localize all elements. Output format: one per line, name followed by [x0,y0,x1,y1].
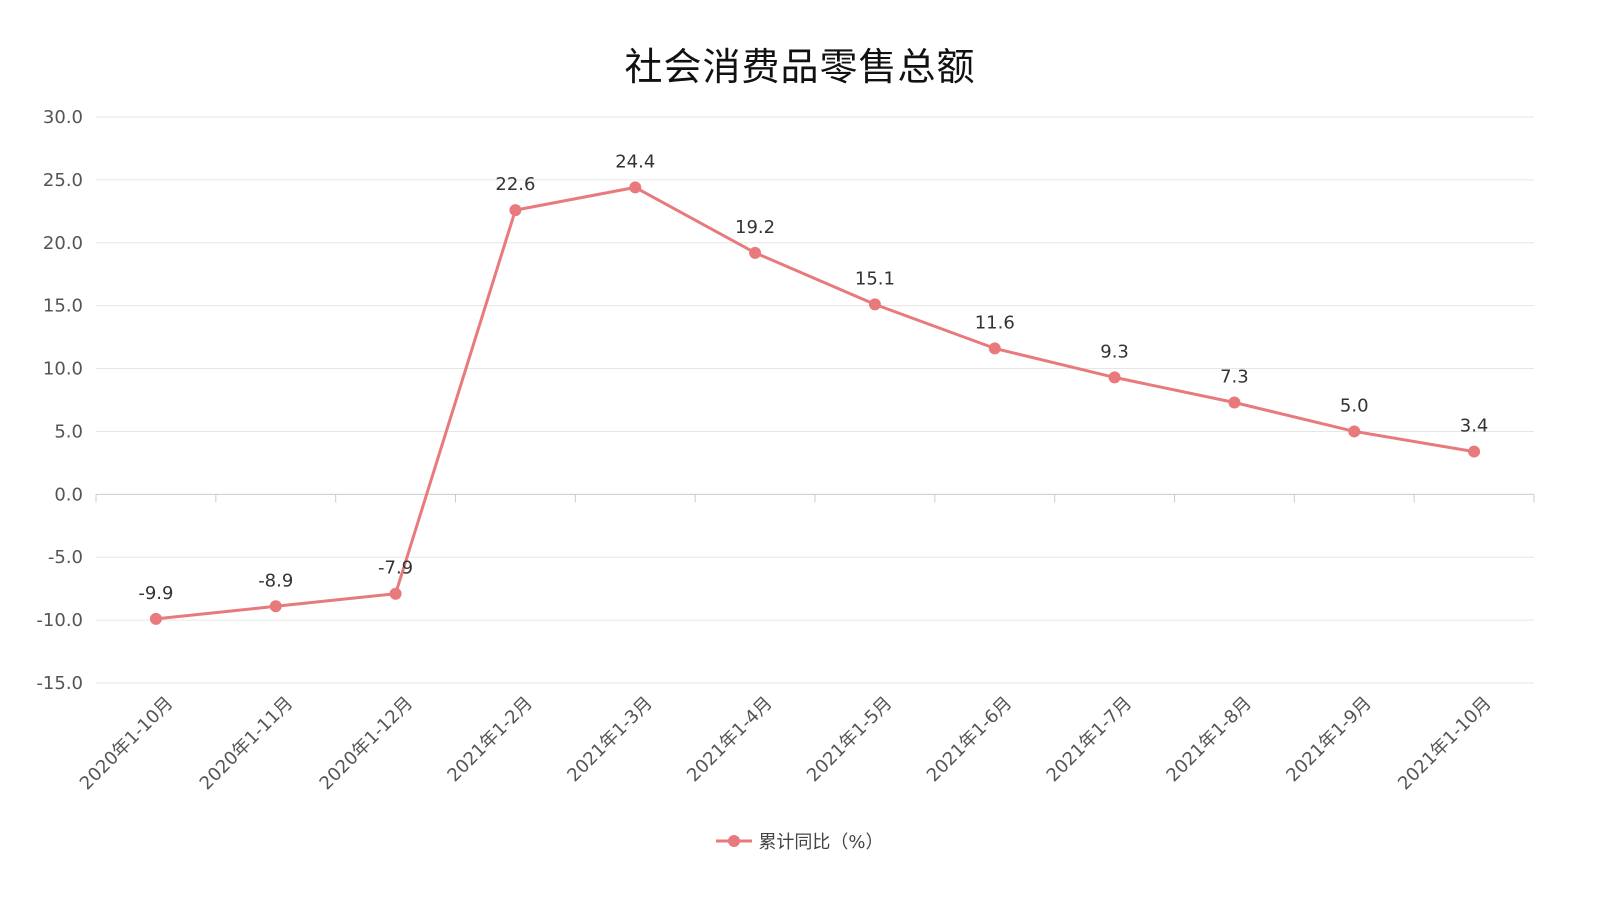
data-point[interactable] [509,204,522,217]
x-tick-label: 2020年1-11月 [196,693,298,795]
y-tick-label: 25.0 [43,170,83,191]
data-label: 22.6 [495,174,535,195]
data-label: 15.1 [855,268,895,289]
x-tick-label: 2020年1-12月 [316,693,418,795]
y-tick-label: 30.0 [43,107,83,128]
y-tick-label: 10.0 [43,359,83,380]
data-point[interactable] [749,246,762,259]
x-tick-label: 2021年1-8月 [1162,693,1255,786]
x-tick-label: 2021年1-6月 [923,693,1016,786]
y-tick-label: 0.0 [54,484,83,505]
x-tick-label: 2021年1-3月 [563,693,656,786]
data-label: 24.4 [615,151,655,172]
data-label: -8.9 [258,570,293,591]
data-label: 5.0 [1340,395,1369,416]
data-point[interactable] [868,298,881,311]
data-label: 19.2 [735,217,775,238]
data-label: 11.6 [975,312,1015,333]
data-label: 9.3 [1100,341,1129,362]
data-point[interactable] [389,587,402,600]
data-point[interactable] [1348,425,1361,438]
data-label: 7.3 [1220,367,1249,388]
chart-title: 社会消费品零售总额 [624,45,976,89]
y-tick-label: 20.0 [43,233,83,254]
series-layer [149,181,1481,625]
y-tick-label: 5.0 [54,421,83,442]
grid-lines [96,116,1534,684]
y-tick-label: -15.0 [36,673,83,694]
data-labels: -9.9 -8.9 -7.9 22.6 24.4 19.2 15.1 11.6 9.3 7.3 5.… [138,151,1488,603]
legend[interactable]: 累计同比（%） [0,828,1600,854]
x-tick-label: 2021年1-7月 [1043,693,1136,786]
data-point[interactable] [629,181,642,194]
data-point[interactable] [1468,445,1481,458]
x-tick-label: 2021年1-4月 [683,693,776,786]
y-tick-label: 15.0 [43,296,83,317]
x-tick-label: 2020年1-10月 [76,693,178,795]
data-label: -9.9 [138,583,173,604]
x-axis: 2020年1-10月 2020年1-11月 2020年1-12月 2021年1-2月 2… [76,494,1535,795]
data-label: 3.4 [1460,416,1489,437]
x-tick-label: 2021年1-5月 [803,693,896,786]
data-point[interactable] [149,612,162,625]
series-line [155,185,1475,621]
data-point[interactable] [269,600,282,613]
x-tick-label: 2021年1-9月 [1282,693,1375,786]
data-label: -7.9 [378,558,413,579]
y-tick-label: -10.0 [36,610,83,631]
y-tick-label: -5.0 [48,547,83,568]
x-tick-label: 2021年1-2月 [443,693,536,786]
data-point[interactable] [1108,371,1121,384]
legend-marker-icon [716,835,753,847]
legend-label: 累计同比（%） [758,832,884,853]
data-point[interactable] [988,342,1001,355]
x-tick-label: 2021年1-10月 [1394,693,1496,795]
y-axis: 30.0 25.0 20.0 15.0 10.0 5.0 0.0 -5.0 -10.0 -15.0 [36,107,83,694]
data-point[interactable] [1228,396,1241,409]
